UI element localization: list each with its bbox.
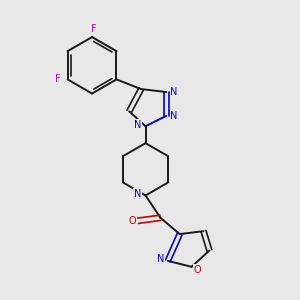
Text: F: F <box>91 24 96 34</box>
Text: O: O <box>194 265 201 275</box>
Text: N: N <box>134 120 141 130</box>
Text: N: N <box>157 254 164 264</box>
Text: N: N <box>170 111 178 121</box>
Text: N: N <box>170 87 178 97</box>
Text: N: N <box>134 189 141 199</box>
Text: O: O <box>128 216 136 226</box>
Text: F: F <box>55 74 61 84</box>
